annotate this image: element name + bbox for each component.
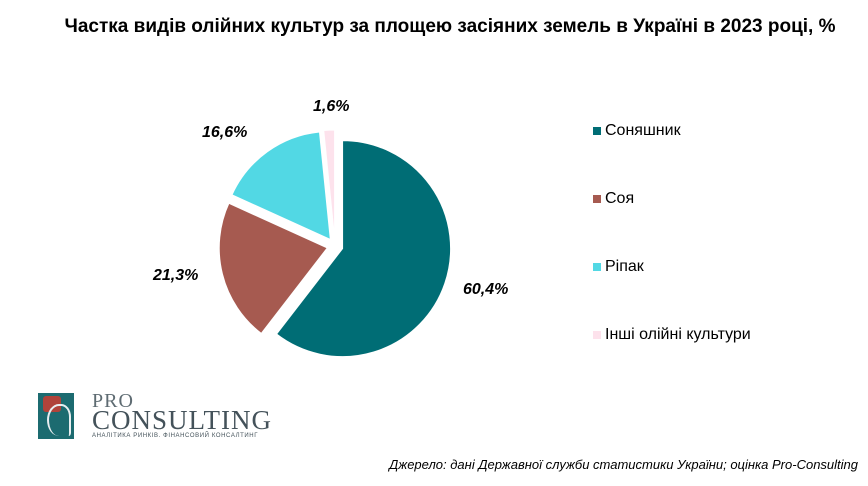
- logo-text-consulting: CONSULTING: [92, 405, 273, 435]
- slice-label-rapeseed: 16,6%: [202, 124, 248, 141]
- legend-item-rapeseed: Ріпак: [593, 258, 644, 276]
- chart-title: Частка видів олійних культур за площею з…: [64, 16, 836, 37]
- logo-tagline: АНАЛІТИКА РИНКІВ. ФІНАНСОВИЙ КОНСАЛТИНГ: [92, 433, 259, 439]
- legend-label-rapeseed: Ріпак: [605, 258, 644, 275]
- logo-horse-icon: [38, 393, 74, 439]
- legend-item-other: Інші олійні культури: [593, 326, 751, 344]
- slice-label-soy: 21,3%: [153, 267, 199, 284]
- legend-swatch-sunflower: [593, 127, 601, 135]
- pie-slice-rapeseed: [231, 131, 331, 241]
- legend-swatch-other: [593, 331, 601, 339]
- pie-slice-sunflower: [275, 140, 452, 358]
- legend-swatch-rapeseed: [593, 263, 601, 271]
- legend-label-sunflower: Соняшник: [605, 122, 681, 139]
- pie-slice-other: [323, 129, 336, 239]
- pro-consulting-logo: PRO CONSULTING АНАЛІТИКА РИНКІВ. ФІНАНСО…: [38, 390, 271, 442]
- legend-label-soy: Соя: [605, 190, 635, 207]
- source-note: Джерело: дані Державної служби статистик…: [389, 457, 858, 472]
- pie-slice-soy: [218, 202, 329, 335]
- legend-item-sunflower: Соняшник: [593, 122, 681, 140]
- slice-label-other: 1,6%: [313, 98, 350, 115]
- legend-item-soy: Соя: [593, 190, 634, 208]
- slice-label-sunflower: 60,4%: [463, 281, 509, 298]
- logo-text-pro: PRO: [92, 390, 134, 412]
- legend-swatch-soy: [593, 195, 601, 203]
- legend-label-other: Інші олійні культури: [605, 326, 751, 343]
